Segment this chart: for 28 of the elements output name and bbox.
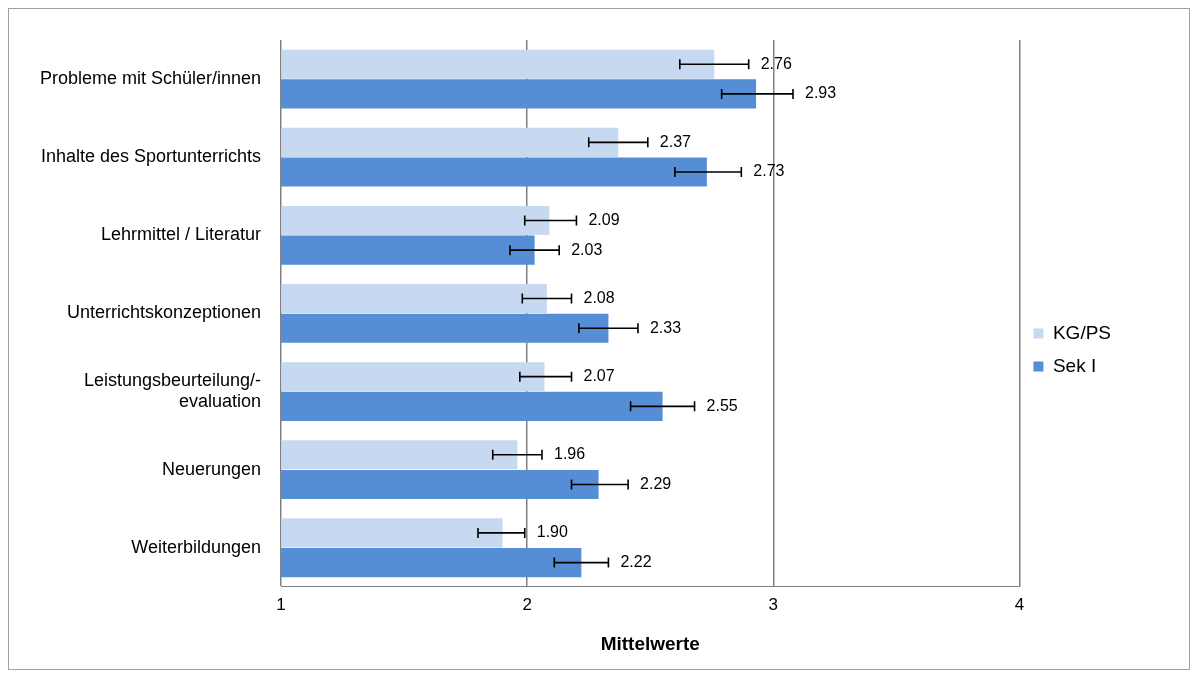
data-label: 1.90 bbox=[536, 523, 568, 541]
y-tick-label: Unterrichtskonzeptionen bbox=[67, 302, 262, 323]
data-label: 2.73 bbox=[753, 162, 785, 180]
x-tick-label: 2 bbox=[522, 594, 532, 614]
y-tick-label: Lehrmittel / Literatur bbox=[101, 224, 262, 245]
data-label: 2.22 bbox=[620, 552, 652, 570]
y-tick-label: Leistungsbeurteilung/-evaluation bbox=[83, 369, 262, 412]
data-label: 2.37 bbox=[659, 132, 692, 150]
data-label: 2.29 bbox=[640, 474, 672, 492]
data-label: 2.33 bbox=[649, 318, 682, 336]
data-label: 2.55 bbox=[706, 396, 738, 414]
data-label: 2.09 bbox=[588, 210, 620, 228]
data-label: 2.93 bbox=[805, 84, 837, 102]
legend-label: KG/PS bbox=[1052, 321, 1111, 343]
y-tick-label: Neuerungen bbox=[162, 458, 262, 479]
y-tick-label: Probleme mit Schüler/innen bbox=[40, 68, 262, 89]
data-label: 2.03 bbox=[571, 240, 603, 258]
data-label: 2.76 bbox=[760, 54, 792, 72]
x-axis-title: Mittelwerte bbox=[600, 632, 700, 654]
x-tick-label: 1 bbox=[276, 594, 286, 614]
data-label: 1.96 bbox=[553, 445, 586, 463]
x-tick-label: 3 bbox=[768, 594, 779, 614]
y-tick-label: Weiterbildungen bbox=[131, 536, 262, 557]
data-label: 2.08 bbox=[583, 288, 615, 306]
x-tick-label: 4 bbox=[1014, 594, 1025, 614]
legend-label: Sek I bbox=[1052, 354, 1097, 376]
data-label: 2.07 bbox=[583, 367, 615, 385]
y-tick-label: Inhalte des Sportunterrichts bbox=[40, 146, 262, 167]
